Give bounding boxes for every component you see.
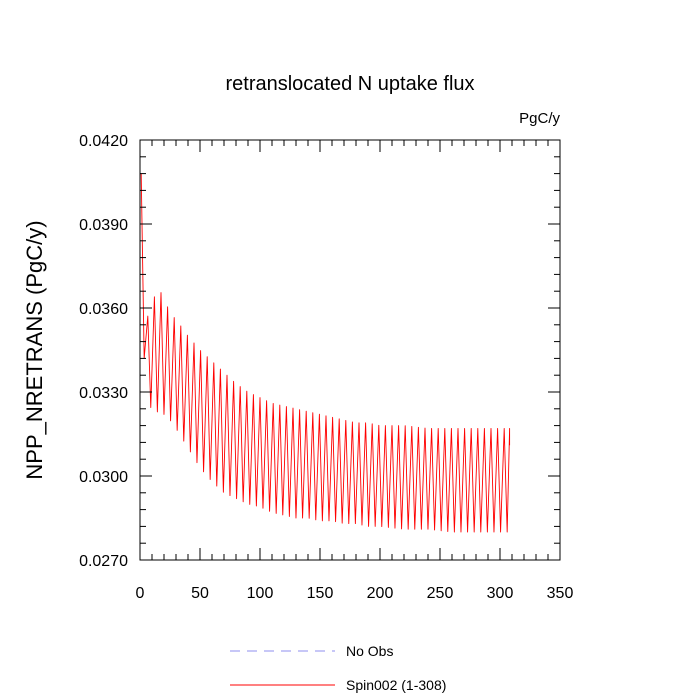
series-layer (140, 173, 511, 533)
units-label: PgC/y (519, 110, 560, 127)
tick-layer (139, 139, 561, 561)
x-tick-label: 150 (307, 585, 334, 602)
x-tick-label: 300 (487, 585, 514, 602)
y-tick-labels: 0.0270 0.0300 0.0330 0.0360 0.0390 0.0420 (79, 133, 128, 570)
x-tick-label: 350 (547, 585, 574, 602)
x-tick-labels: 0 50 100 150 200 250 300 350 (136, 585, 574, 602)
y-tick-label: 0.0330 (79, 385, 128, 402)
y-tick-label: 0.0360 (79, 301, 128, 318)
y-tick-label: 0.0270 (79, 553, 128, 570)
x-tick-label: 250 (427, 585, 454, 602)
y-tick-label: 0.0390 (79, 217, 128, 234)
series-line-spin002 (140, 173, 511, 533)
chart-title: retranslocated N uptake flux (225, 73, 474, 95)
legend: No Obs Spin002 (1-308) (230, 643, 446, 693)
legend-label-spin002: Spin002 (1-308) (346, 677, 446, 693)
x-tick-label: 200 (367, 585, 394, 602)
y-axis-label: NPP_NRETRANS (PgC/y) (22, 220, 47, 479)
y-tick-label: 0.0300 (79, 469, 128, 486)
x-tick-label: 50 (191, 585, 209, 602)
plot-frame (139, 139, 561, 561)
x-tick-label: 100 (247, 585, 274, 602)
y-tick-label: 0.0420 (79, 133, 128, 150)
x-tick-label: 0 (136, 585, 145, 602)
legend-label-no-obs: No Obs (346, 643, 393, 659)
